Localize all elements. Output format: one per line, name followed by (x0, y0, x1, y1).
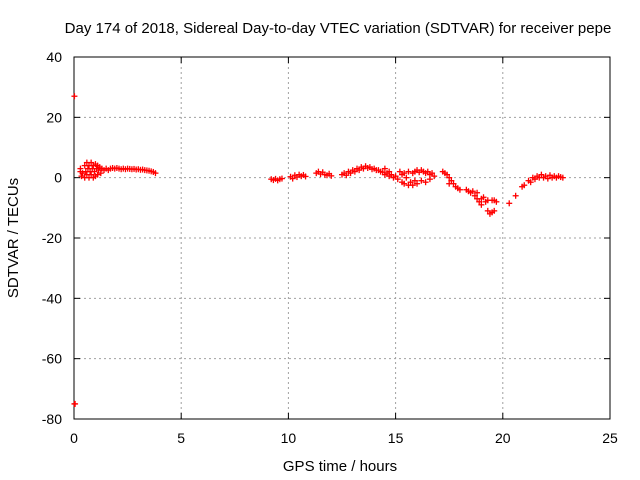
y-axis-label: SDTVAR / TECUs (5, 178, 22, 298)
y-tick-label: -40 (42, 290, 62, 306)
data-point (446, 174, 453, 181)
data-point (456, 186, 463, 193)
data-point (78, 173, 85, 180)
data-point (71, 93, 78, 100)
x-tick-label: 5 (177, 430, 185, 446)
data-point (401, 170, 408, 177)
data-point (411, 177, 418, 184)
data-point (544, 175, 551, 182)
y-tick-label: -80 (42, 411, 62, 427)
data-point (538, 171, 545, 178)
data-point (91, 168, 98, 175)
data-point (480, 194, 487, 201)
data-point (469, 188, 476, 195)
data-point (521, 182, 528, 189)
data-point (72, 400, 79, 407)
x-tick-label: 15 (388, 430, 404, 446)
data-point (409, 182, 416, 189)
data-point (471, 192, 478, 199)
data-point (527, 179, 534, 186)
data-point (94, 171, 101, 178)
data-point (407, 179, 414, 186)
data-point (484, 207, 491, 214)
data-point (424, 168, 431, 175)
data-point (476, 198, 483, 205)
data-point (289, 175, 296, 182)
data-point (444, 171, 451, 178)
x-tick-label: 20 (495, 430, 511, 446)
data-point (422, 179, 429, 186)
data-point (302, 173, 309, 180)
data-point (396, 168, 403, 175)
data-point (347, 170, 354, 177)
data-point (343, 172, 350, 179)
data-point (559, 174, 566, 181)
data-point (401, 180, 408, 187)
data-point (418, 177, 425, 184)
data-point (478, 201, 485, 208)
chart-title: Day 174 of 2018, Sidereal Day-to-day VTE… (65, 20, 612, 37)
data-point (405, 168, 412, 175)
data-point (278, 175, 285, 182)
y-tick-label: 0 (54, 170, 62, 186)
data-point (95, 167, 102, 174)
data-point (388, 171, 395, 178)
data-point (394, 176, 401, 183)
data-point (414, 180, 421, 187)
data-point (426, 176, 433, 183)
data-point (429, 170, 436, 177)
data-point (79, 170, 86, 177)
data-point (152, 170, 159, 177)
data-point (328, 172, 335, 179)
x-tick-label: 10 (281, 430, 297, 446)
data-point (448, 177, 455, 184)
data-point (493, 198, 500, 205)
data-point (431, 173, 438, 180)
data-point (97, 170, 104, 177)
data-point (403, 174, 410, 181)
data-point (491, 207, 498, 214)
grid-layer (74, 57, 610, 419)
data-point (351, 168, 358, 175)
data-point (88, 171, 95, 178)
data-point (392, 173, 399, 180)
y-tick-label: 40 (46, 49, 62, 65)
x-tick-label: 25 (602, 430, 618, 446)
data-point (356, 167, 363, 174)
data-point (512, 192, 519, 199)
data-point (506, 200, 513, 207)
y-tick-label: -20 (42, 230, 62, 246)
x-tick-label: 0 (70, 430, 78, 446)
data-points (71, 93, 566, 407)
data-point (531, 176, 538, 183)
axis-ticks: 0 5 10 15 20 25 -80 -60 -40 -20 0 20 40 (42, 49, 618, 446)
x-axis-label: GPS time / hours (283, 458, 397, 475)
y-tick-label: 20 (46, 109, 62, 125)
data-point (381, 165, 388, 172)
data-point (88, 159, 95, 166)
y-tick-label: -60 (42, 351, 62, 367)
data-point (474, 189, 481, 196)
data-point (450, 180, 457, 187)
data-point (77, 165, 84, 172)
